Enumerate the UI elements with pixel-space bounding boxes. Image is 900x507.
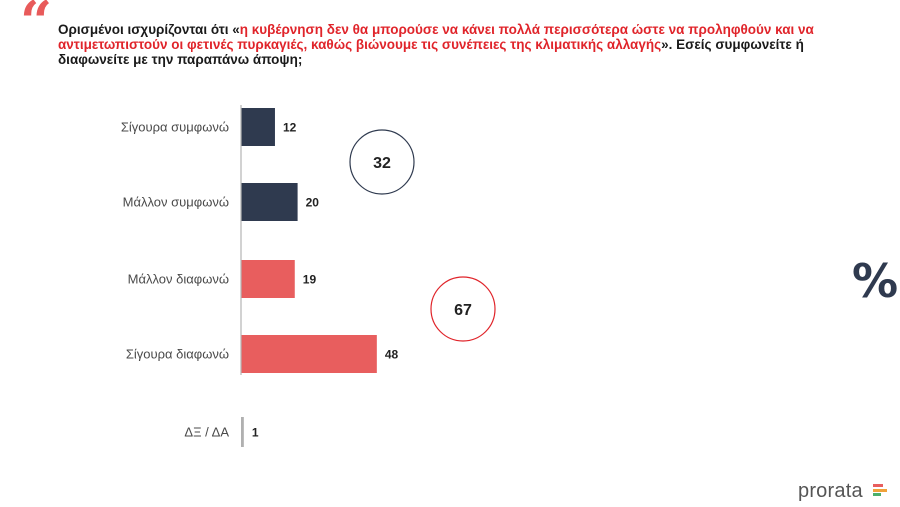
- bar: [241, 183, 298, 221]
- bar: [241, 108, 275, 146]
- quote-mark-icon: “: [20, 0, 53, 55]
- bar: [241, 260, 295, 298]
- value-label: 48: [385, 348, 399, 362]
- total-circle: [430, 276, 496, 342]
- category-label: Σίγουρα συμφωνώ: [121, 120, 229, 135]
- question-prefix: Ορισμένοι ισχυρίζονται ότι «: [58, 22, 240, 37]
- question-suffix: ». Εσείς συμφωνείτε ή διαφωνείτε με την …: [58, 37, 804, 67]
- value-label: 19: [303, 273, 317, 287]
- category-label: Μάλλον διαφωνώ: [128, 272, 229, 287]
- bar: [241, 335, 377, 373]
- brand-logo: prorata: [798, 480, 863, 502]
- value-label: 12: [283, 121, 297, 135]
- category-label: Σίγουρα διαφωνώ: [126, 347, 229, 362]
- value-label: 1: [252, 426, 259, 440]
- total-circle: [349, 129, 415, 195]
- total-label: 32: [373, 155, 391, 172]
- brand-logo-icon: [873, 484, 889, 500]
- question-text: Ορισμένοι ισχυρίζονται ότι «η κυβέρνηση …: [58, 22, 848, 67]
- total-label: 67: [454, 302, 472, 319]
- question-highlight: η κυβέρνηση δεν θα μπορούσε να κάνει πολ…: [58, 22, 814, 52]
- category-label: Μάλλον συμφωνώ: [123, 195, 229, 210]
- bar: [241, 417, 244, 447]
- value-label: 20: [306, 196, 320, 210]
- category-label: ΔΞ / ΔΑ: [184, 425, 229, 440]
- percent-symbol: %: [852, 254, 899, 308]
